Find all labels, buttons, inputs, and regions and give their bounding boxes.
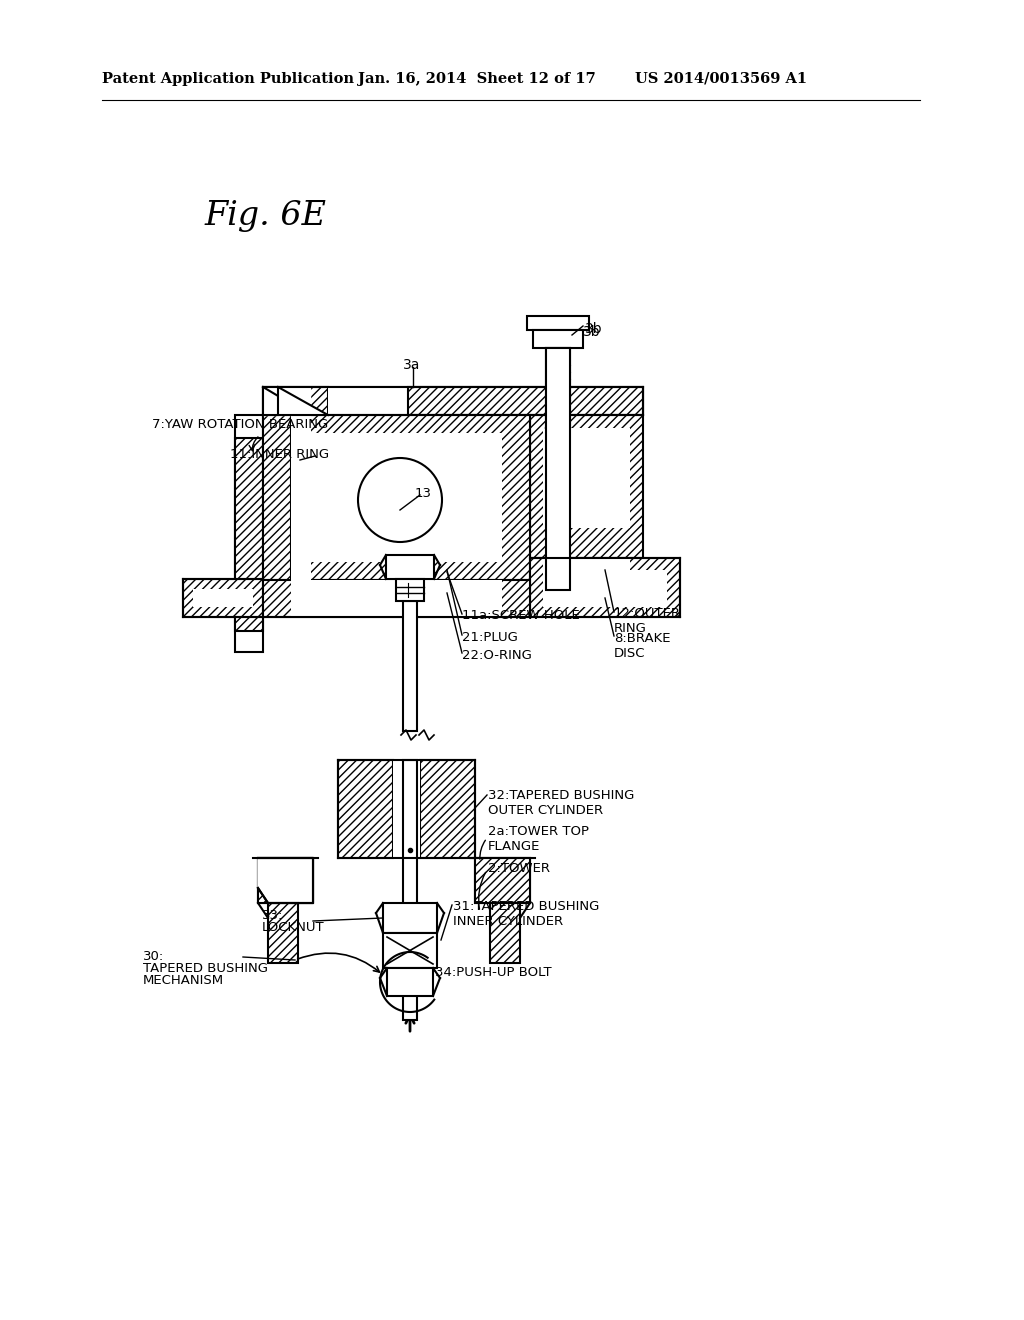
Text: 11:INNER RING: 11:INNER RING: [230, 447, 329, 461]
Polygon shape: [258, 858, 313, 903]
Bar: [403, 601, 417, 731]
Text: 22:O-RING: 22:O-RING: [462, 649, 531, 663]
Bar: [183, 579, 263, 616]
Bar: [291, 414, 311, 579]
Bar: [328, 387, 408, 414]
Bar: [234, 414, 263, 652]
Bar: [263, 387, 643, 414]
Bar: [475, 858, 530, 903]
Bar: [393, 760, 420, 858]
Text: 2:TOWER: 2:TOWER: [488, 862, 550, 875]
Bar: [543, 570, 667, 607]
Text: 34:PUSH-UP BOLT: 34:PUSH-UP BOLT: [435, 966, 552, 979]
Bar: [530, 414, 643, 590]
Bar: [386, 554, 434, 579]
Bar: [383, 903, 437, 933]
Bar: [543, 558, 630, 590]
Bar: [291, 433, 502, 562]
Bar: [475, 858, 530, 903]
Bar: [408, 387, 643, 414]
Polygon shape: [546, 428, 570, 440]
Text: 12:OUTER
RING: 12:OUTER RING: [614, 607, 681, 635]
Text: 32:TAPERED BUSHING
OUTER CYLINDER: 32:TAPERED BUSHING OUTER CYLINDER: [488, 789, 635, 817]
Text: 11a:SCREW HOLE: 11a:SCREW HOLE: [462, 609, 580, 622]
Text: Patent Application Publication: Patent Application Publication: [102, 73, 354, 86]
Bar: [263, 579, 530, 616]
Text: 3a: 3a: [403, 358, 421, 372]
Bar: [193, 589, 253, 607]
Text: 2a:TOWER TOP
FLANGE: 2a:TOWER TOP FLANGE: [488, 825, 589, 853]
Bar: [263, 414, 291, 579]
Bar: [396, 579, 424, 601]
Text: 8:BRAKE
DISC: 8:BRAKE DISC: [614, 632, 671, 660]
Text: 13: 13: [415, 487, 432, 500]
Text: 21:PLUG: 21:PLUG: [462, 631, 518, 644]
Text: 7:YAW ROTATION BEARING: 7:YAW ROTATION BEARING: [152, 418, 329, 432]
Text: LOCKNUT: LOCKNUT: [262, 921, 325, 935]
Text: 3b: 3b: [585, 322, 603, 337]
Text: 31:TAPERED BUSHING
INNER CYLINDER: 31:TAPERED BUSHING INNER CYLINDER: [453, 900, 599, 928]
Bar: [490, 903, 520, 964]
Bar: [546, 348, 570, 590]
Polygon shape: [278, 387, 328, 414]
Bar: [534, 330, 583, 348]
Bar: [546, 348, 570, 428]
Bar: [258, 858, 313, 903]
Bar: [338, 760, 393, 858]
Bar: [383, 933, 437, 968]
Text: 33:: 33:: [262, 909, 284, 921]
Bar: [234, 438, 263, 631]
Text: Jan. 16, 2014  Sheet 12 of 17: Jan. 16, 2014 Sheet 12 of 17: [358, 73, 596, 86]
Bar: [530, 558, 680, 616]
Bar: [268, 903, 298, 964]
Bar: [258, 858, 313, 903]
Bar: [291, 579, 502, 616]
Bar: [403, 760, 417, 1020]
Bar: [420, 760, 475, 858]
Bar: [530, 558, 643, 590]
Bar: [263, 414, 530, 579]
Text: 30:: 30:: [143, 950, 164, 964]
Bar: [387, 968, 433, 997]
Bar: [543, 428, 630, 528]
Text: Fig. 6E: Fig. 6E: [205, 201, 327, 232]
Text: TAPERED BUSHING: TAPERED BUSHING: [143, 962, 268, 975]
Bar: [263, 387, 328, 414]
Text: US 2014/0013569 A1: US 2014/0013569 A1: [635, 73, 807, 86]
Bar: [527, 315, 589, 330]
Text: MECHANISM: MECHANISM: [143, 974, 224, 987]
Polygon shape: [263, 387, 310, 414]
Text: 3b: 3b: [583, 325, 601, 339]
